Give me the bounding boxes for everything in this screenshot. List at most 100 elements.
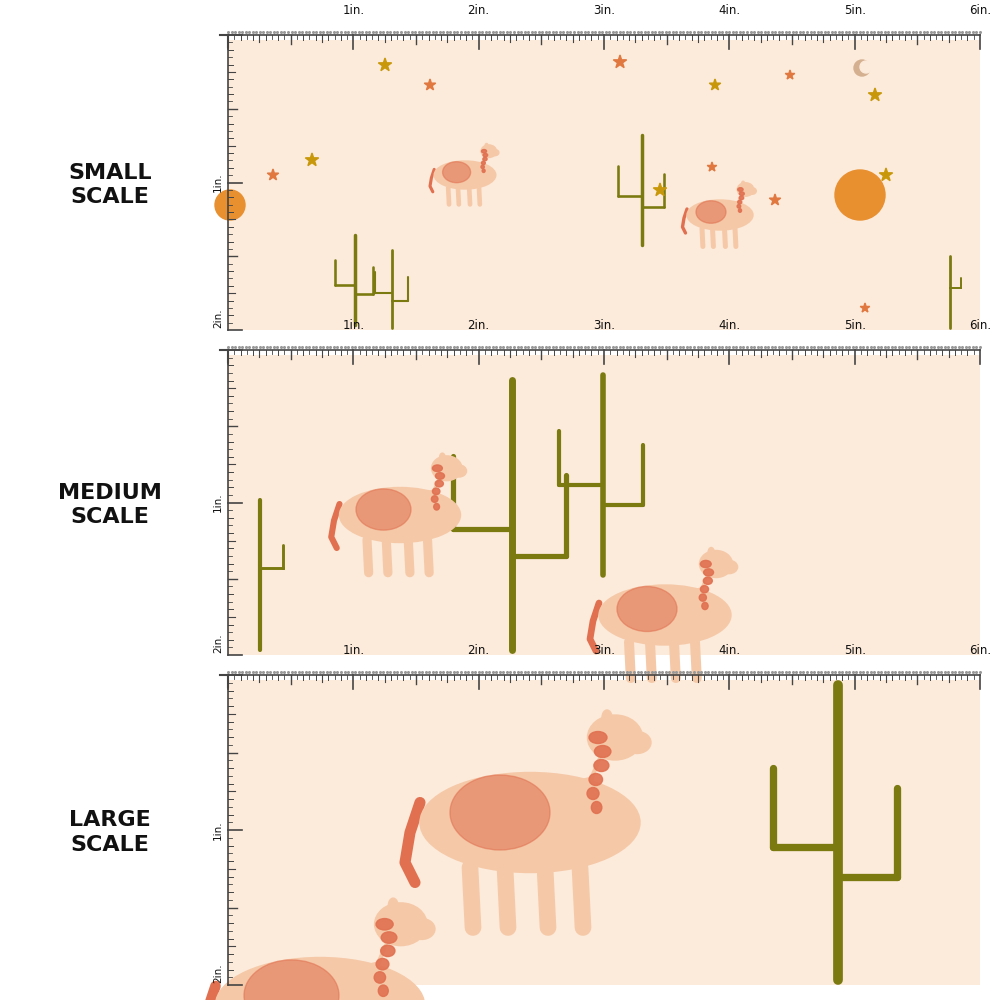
Ellipse shape [431, 496, 438, 502]
Ellipse shape [244, 960, 339, 1000]
Ellipse shape [738, 209, 742, 212]
Text: 2in.: 2in. [213, 963, 223, 983]
Ellipse shape [376, 919, 393, 930]
Ellipse shape [482, 169, 485, 172]
Polygon shape [707, 162, 717, 171]
Polygon shape [868, 88, 882, 101]
Text: 2in.: 2in. [468, 4, 490, 17]
Polygon shape [785, 70, 795, 79]
Ellipse shape [617, 586, 677, 632]
Text: 3in.: 3in. [593, 319, 615, 332]
Text: 2in.: 2in. [468, 319, 490, 332]
Polygon shape [732, 188, 744, 205]
Ellipse shape [482, 150, 487, 153]
Ellipse shape [739, 192, 744, 196]
Polygon shape [476, 150, 487, 165]
Polygon shape [424, 79, 436, 90]
Ellipse shape [687, 200, 753, 230]
Ellipse shape [738, 188, 743, 191]
Bar [228, 680, 980, 985]
Ellipse shape [483, 157, 487, 161]
Ellipse shape [700, 560, 711, 568]
Ellipse shape [482, 161, 485, 165]
Ellipse shape [587, 788, 599, 800]
Text: 5in.: 5in. [844, 644, 866, 657]
Ellipse shape [737, 205, 741, 208]
Polygon shape [879, 168, 893, 181]
Text: 6in.: 6in. [969, 319, 991, 332]
Text: 1in.: 1in. [342, 644, 364, 657]
Ellipse shape [623, 732, 651, 754]
Ellipse shape [432, 465, 442, 472]
Polygon shape [570, 732, 610, 788]
Text: 6in.: 6in. [969, 644, 991, 657]
Text: 3in.: 3in. [593, 644, 615, 657]
Ellipse shape [356, 489, 411, 530]
Circle shape [215, 190, 245, 220]
Ellipse shape [702, 602, 708, 610]
Ellipse shape [481, 145, 496, 157]
Ellipse shape [703, 577, 712, 584]
Ellipse shape [739, 196, 744, 200]
Ellipse shape [434, 161, 496, 189]
Polygon shape [860, 303, 870, 312]
Polygon shape [358, 920, 396, 972]
Text: 4in.: 4in. [718, 644, 740, 657]
Circle shape [854, 60, 870, 76]
Ellipse shape [594, 746, 611, 758]
Text: 2in.: 2in. [213, 633, 223, 653]
Ellipse shape [599, 585, 731, 645]
Ellipse shape [721, 560, 738, 574]
Polygon shape [653, 183, 667, 196]
Ellipse shape [485, 143, 488, 148]
Ellipse shape [408, 919, 435, 939]
Polygon shape [422, 466, 444, 496]
Ellipse shape [737, 183, 754, 196]
Ellipse shape [589, 774, 603, 786]
Ellipse shape [443, 162, 471, 183]
Polygon shape [709, 79, 721, 90]
Text: 5in.: 5in. [844, 319, 866, 332]
Ellipse shape [378, 985, 388, 996]
Ellipse shape [381, 932, 397, 943]
Ellipse shape [440, 453, 445, 461]
Text: 1in.: 1in. [342, 4, 364, 17]
Text: 1in.: 1in. [342, 319, 364, 332]
Ellipse shape [748, 188, 756, 194]
Ellipse shape [700, 586, 709, 593]
Text: 1in.: 1in. [213, 493, 223, 512]
Ellipse shape [696, 201, 726, 223]
Ellipse shape [589, 732, 607, 744]
Ellipse shape [434, 503, 440, 510]
Ellipse shape [591, 802, 602, 814]
Ellipse shape [435, 473, 445, 479]
Polygon shape [267, 169, 279, 180]
Ellipse shape [704, 569, 714, 576]
Ellipse shape [375, 903, 427, 946]
Text: 4in.: 4in. [718, 4, 740, 17]
Text: LARGE
SCALE: LARGE SCALE [69, 810, 151, 855]
Ellipse shape [602, 710, 612, 725]
Text: SMALL
SCALE: SMALL SCALE [68, 163, 152, 207]
Text: 1in.: 1in. [213, 173, 223, 192]
Ellipse shape [594, 760, 609, 772]
Ellipse shape [588, 715, 642, 760]
Ellipse shape [491, 150, 499, 156]
Ellipse shape [738, 200, 742, 204]
Ellipse shape [381, 945, 395, 957]
Ellipse shape [435, 480, 443, 487]
Ellipse shape [388, 898, 398, 912]
Ellipse shape [216, 958, 424, 1000]
Text: 6in.: 6in. [969, 4, 991, 17]
Text: 2in.: 2in. [213, 308, 223, 328]
Text: 2in.: 2in. [468, 644, 490, 657]
Polygon shape [613, 55, 627, 68]
Ellipse shape [340, 488, 460, 542]
Ellipse shape [700, 550, 732, 578]
Ellipse shape [708, 548, 714, 556]
Polygon shape [378, 58, 392, 71]
Ellipse shape [481, 165, 484, 169]
Ellipse shape [376, 958, 389, 970]
Text: 4in.: 4in. [718, 319, 740, 332]
Circle shape [860, 61, 872, 73]
